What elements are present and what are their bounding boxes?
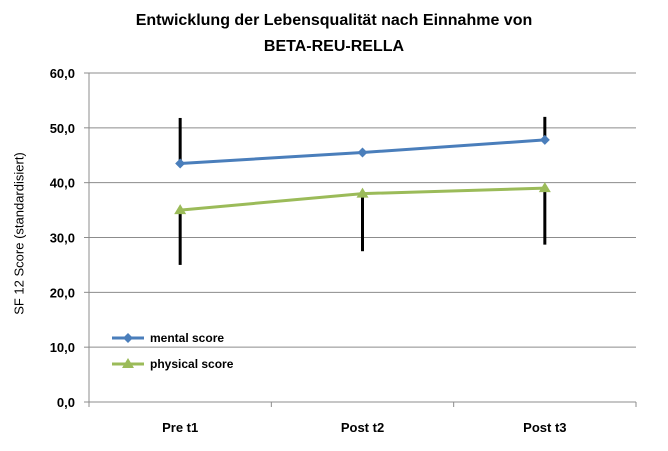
- legend-label: physical score: [150, 357, 234, 371]
- legend-marker: [122, 358, 134, 368]
- y-tick-label: 0,0: [57, 395, 75, 410]
- data-point: [538, 182, 551, 193]
- data-point: [175, 158, 186, 169]
- chart-title-line-1: Entwicklung der Lebensqualität nach Einn…: [135, 12, 533, 29]
- y-tick-label: 30,0: [50, 231, 75, 246]
- chart-title-line-2: BETA-REU-RELLA: [263, 38, 405, 55]
- data-point: [356, 187, 369, 198]
- x-tick-label: Post t2: [341, 420, 384, 435]
- data-point: [357, 147, 368, 158]
- y-tick-label: 10,0: [50, 340, 75, 355]
- y-tick-label: 60,0: [50, 66, 75, 81]
- data-point: [174, 204, 187, 215]
- y-tick-label: 20,0: [50, 285, 75, 300]
- x-tick-label: Post t3: [523, 420, 566, 435]
- data-point: [539, 134, 550, 145]
- y-tick-label: 50,0: [50, 121, 75, 136]
- legend-label: mental score: [150, 331, 224, 345]
- y-tick-label: 40,0: [50, 176, 75, 191]
- legend-marker: [123, 333, 133, 343]
- x-tick-label: Pre t1: [162, 420, 198, 435]
